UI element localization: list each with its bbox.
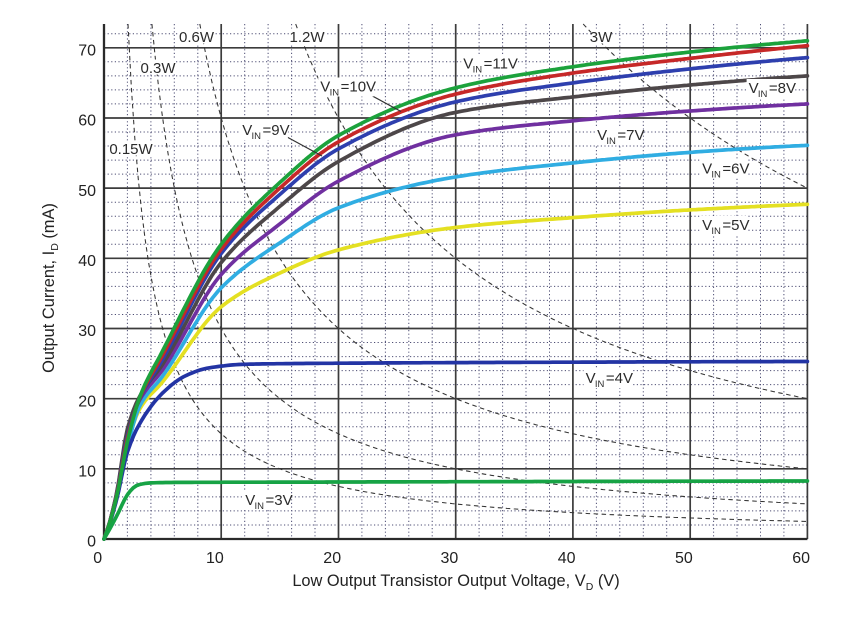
svg-text:=10V: =10V bbox=[341, 79, 376, 96]
svg-text:1.2W: 1.2W bbox=[289, 29, 325, 46]
svg-text:IN: IN bbox=[711, 226, 721, 237]
svg-text:30: 30 bbox=[441, 550, 459, 567]
svg-text:V: V bbox=[702, 217, 712, 234]
svg-text:0.6W: 0.6W bbox=[179, 29, 215, 46]
svg-text:Low Output Transistor Output V: Low Output Transistor Output Voltage, VD… bbox=[292, 572, 619, 593]
svg-text:40: 40 bbox=[78, 253, 96, 270]
svg-text:0.3W: 0.3W bbox=[140, 60, 176, 77]
svg-text:Output Current, ID (mA): Output Current, ID (mA) bbox=[40, 203, 61, 373]
svg-text:V: V bbox=[702, 161, 712, 178]
svg-text:IN: IN bbox=[758, 89, 768, 100]
svg-text:50: 50 bbox=[675, 550, 693, 567]
svg-text:60: 60 bbox=[792, 550, 810, 567]
svg-text:30: 30 bbox=[78, 323, 96, 340]
svg-text:50: 50 bbox=[78, 183, 96, 200]
svg-text:IN: IN bbox=[330, 88, 340, 99]
svg-text:=9V: =9V bbox=[263, 122, 290, 139]
svg-text:IN: IN bbox=[595, 379, 605, 390]
svg-text:=3V: =3V bbox=[266, 492, 293, 509]
svg-text:3W: 3W bbox=[590, 29, 613, 46]
svg-text:IN: IN bbox=[252, 131, 262, 142]
svg-text:=6V: =6V bbox=[722, 161, 749, 178]
svg-text:V: V bbox=[245, 492, 255, 509]
svg-text:=4V: =4V bbox=[606, 370, 633, 387]
svg-text:0: 0 bbox=[93, 550, 102, 567]
svg-text:V: V bbox=[463, 56, 473, 73]
svg-text:40: 40 bbox=[558, 550, 576, 567]
svg-text:=8V: =8V bbox=[769, 80, 796, 97]
svg-text:V: V bbox=[597, 127, 607, 144]
svg-text:0: 0 bbox=[87, 534, 96, 551]
svg-text:20: 20 bbox=[78, 393, 96, 410]
svg-text:20: 20 bbox=[323, 550, 341, 567]
svg-text:V: V bbox=[749, 80, 759, 97]
svg-text:10: 10 bbox=[78, 464, 96, 481]
svg-text:V: V bbox=[586, 370, 596, 387]
svg-text:IN: IN bbox=[711, 170, 721, 181]
svg-text:IN: IN bbox=[473, 65, 483, 76]
svg-text:=5V: =5V bbox=[722, 217, 749, 234]
svg-text:60: 60 bbox=[78, 113, 96, 130]
svg-text:IN: IN bbox=[255, 501, 265, 512]
svg-text:=7V: =7V bbox=[617, 127, 644, 144]
svg-text:70: 70 bbox=[78, 43, 96, 60]
svg-text:=11V: =11V bbox=[484, 56, 518, 73]
svg-text:IN: IN bbox=[606, 136, 616, 147]
svg-text:V: V bbox=[242, 122, 252, 139]
svg-text:V: V bbox=[320, 79, 330, 96]
svg-text:10: 10 bbox=[206, 550, 224, 567]
svg-text:0.15W: 0.15W bbox=[109, 141, 153, 158]
